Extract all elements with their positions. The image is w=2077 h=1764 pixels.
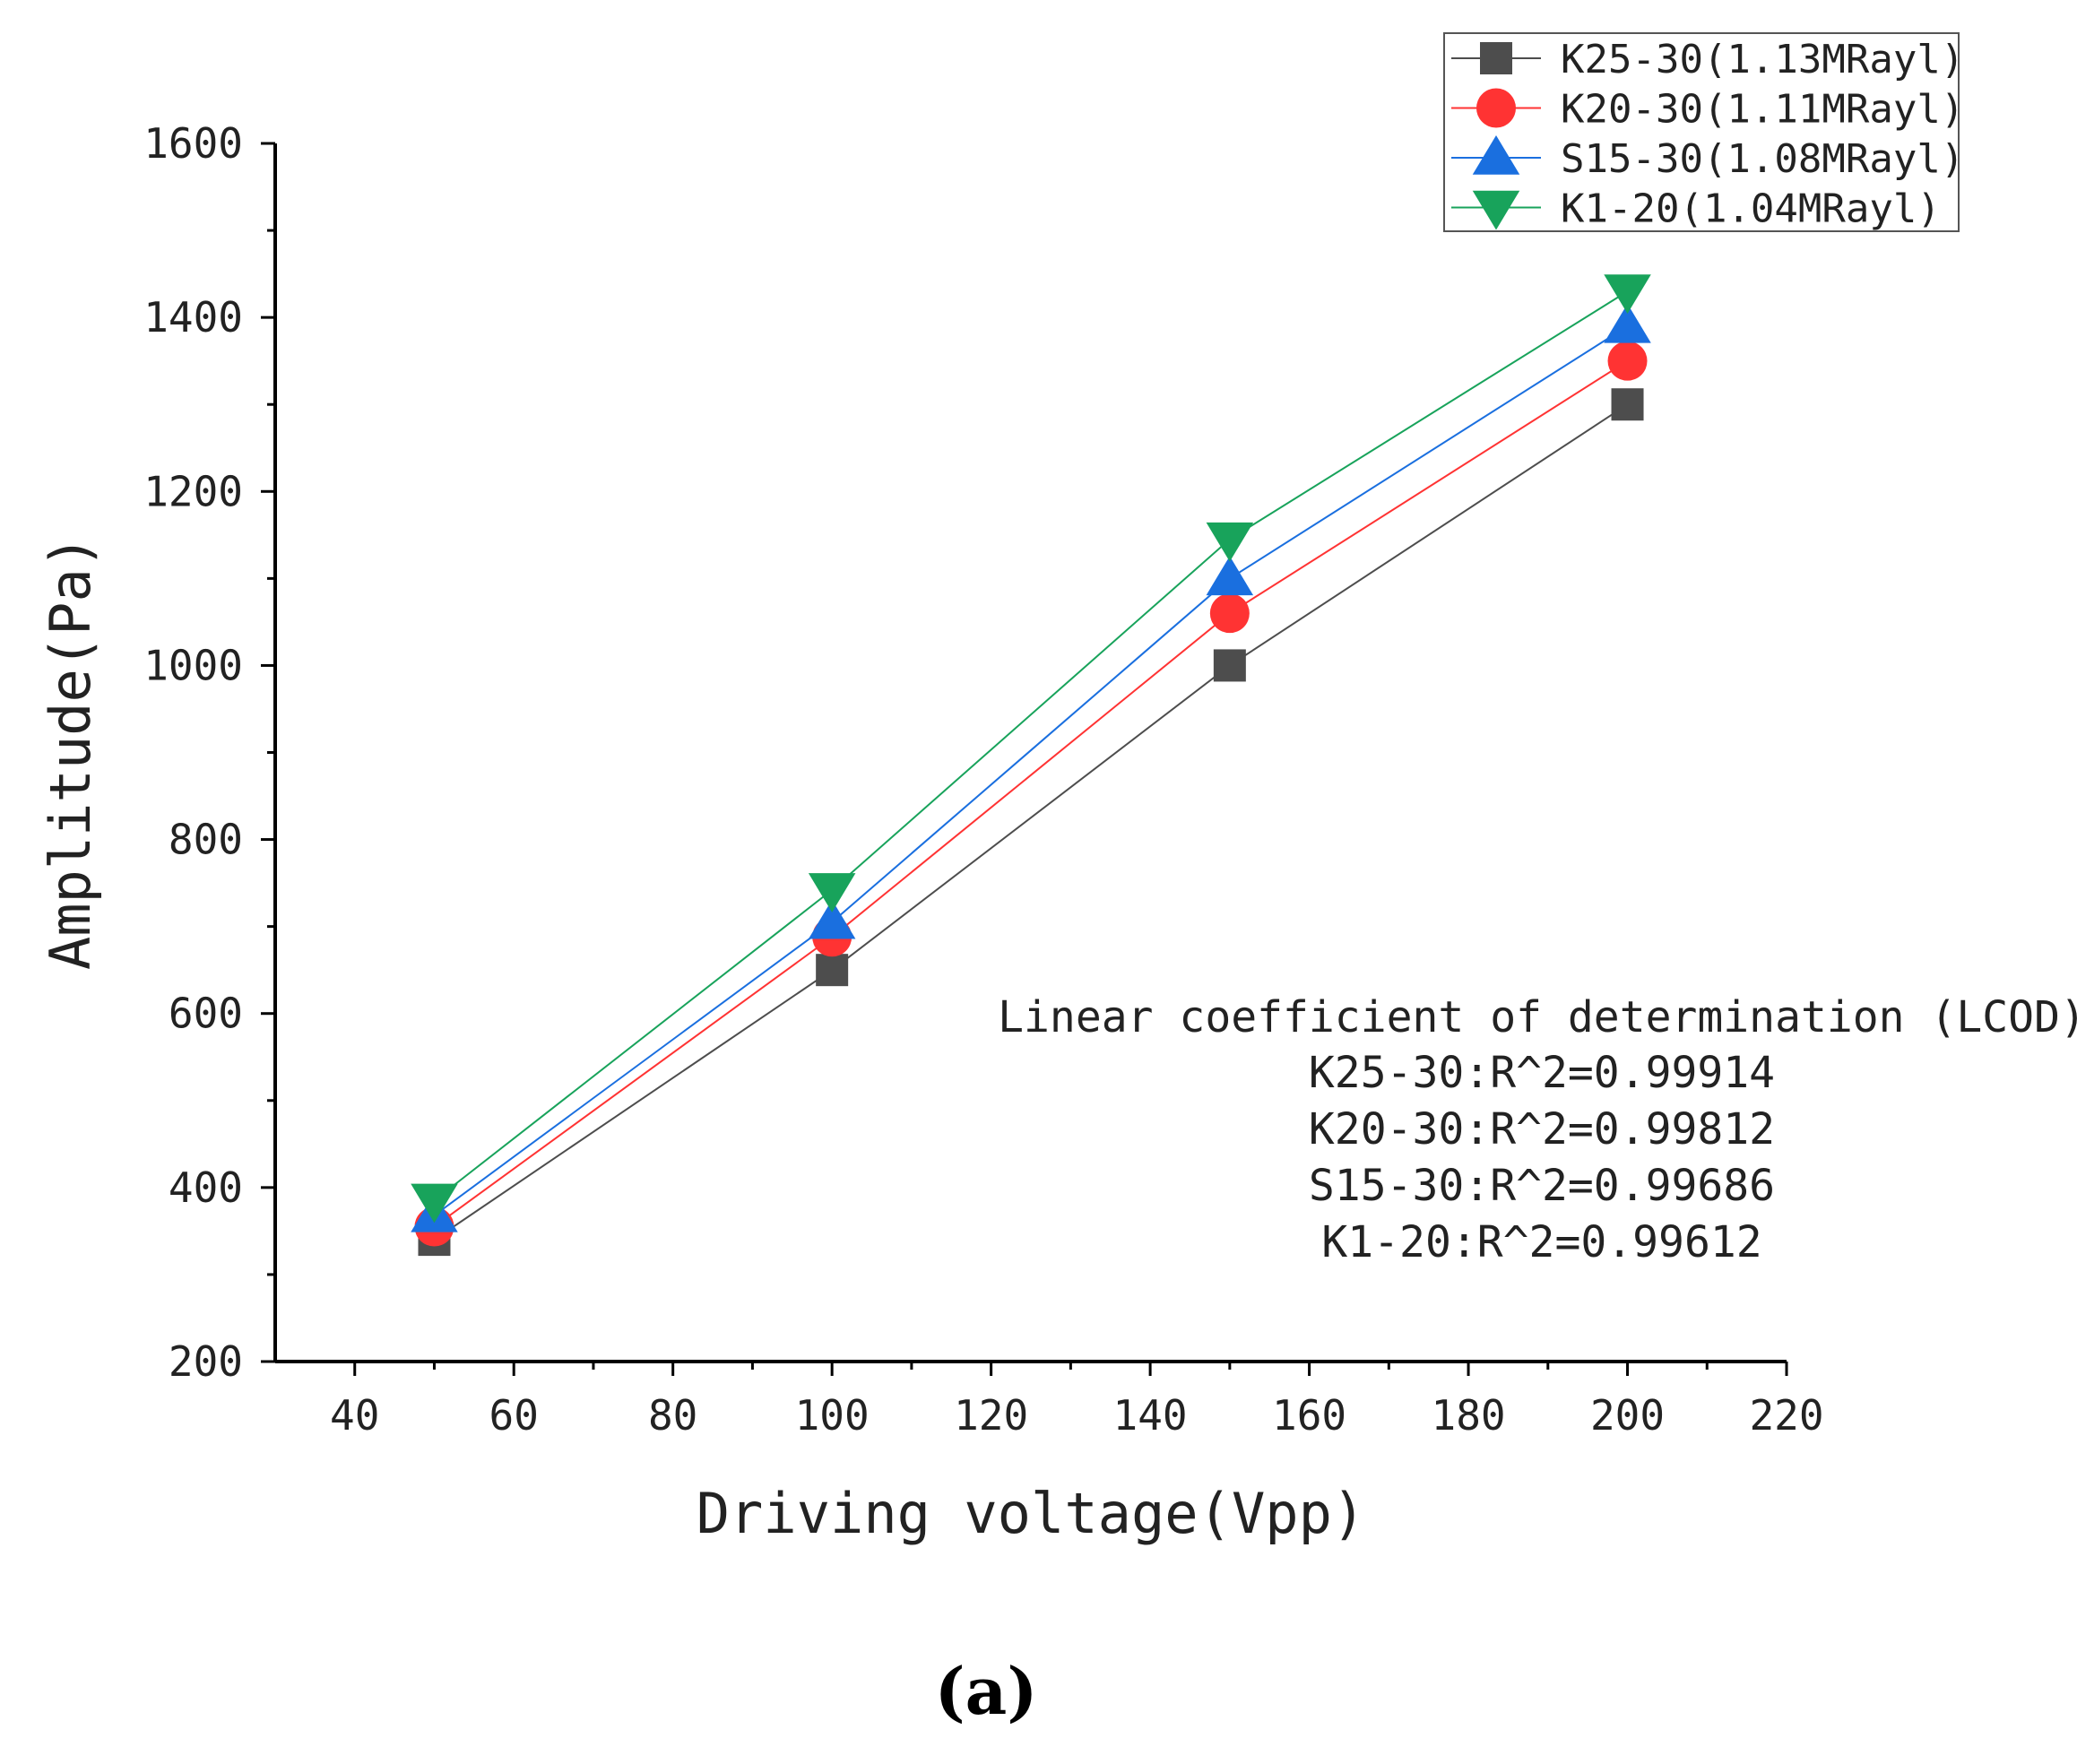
x-tick-label: 180 <box>1432 1391 1506 1440</box>
annotation-line: K20-30:R^2=0.99812 <box>1309 1104 1775 1154</box>
data-point-series-4 <box>411 1183 458 1224</box>
data-point-series-1 <box>1213 649 1246 682</box>
x-axis-title: Driving voltage(Vpp) <box>697 1481 1366 1546</box>
legend-marker <box>1472 190 1520 230</box>
series-line-3 <box>433 325 1629 1216</box>
data-point-series-2 <box>1607 341 1648 381</box>
series-line-1 <box>433 403 1629 1241</box>
legend-marker <box>1480 42 1512 74</box>
y-tick-label: 200 <box>169 1337 243 1386</box>
legend-marker <box>1472 135 1520 175</box>
y-tick-label: 800 <box>169 816 243 864</box>
annotation-title: Linear coefficient of determination (LCO… <box>998 992 2077 1042</box>
legend-marker <box>1476 88 1516 128</box>
y-tick-label: 600 <box>169 990 243 1038</box>
y-tick-label: 1000 <box>143 641 243 689</box>
x-tick-label: 220 <box>1749 1391 1823 1440</box>
y-tick-label: 1600 <box>143 119 243 168</box>
annotation-line: S15-30:R^2=0.99686 <box>1309 1161 1775 1211</box>
x-tick-label: 140 <box>1113 1391 1188 1440</box>
series-line-2 <box>433 359 1629 1228</box>
y-axis-title: Amplitude(Pa) <box>38 535 103 970</box>
annotation-line: K1-20:R^2=0.99612 <box>1321 1217 1761 1267</box>
series-line-4 <box>433 290 1629 1202</box>
axes: 40 60 80 100 120 140 160 180 200 220 200 400 600 800 1… <box>38 119 1824 1546</box>
data-point-series-3 <box>808 899 856 939</box>
legend-label: S15-30(1.08MRayl) <box>1561 136 1964 182</box>
y-tick-label: 1400 <box>143 293 243 342</box>
x-tick-label: 100 <box>795 1391 870 1440</box>
y-tick-label: 400 <box>169 1163 243 1212</box>
x-tick-label: 200 <box>1590 1391 1665 1440</box>
data-point-series-1 <box>1611 388 1644 421</box>
x-tick-label: 160 <box>1272 1391 1346 1440</box>
y-tick-label: 1200 <box>143 467 243 515</box>
x-tick-label: 60 <box>489 1391 539 1440</box>
data-point-series-4 <box>808 873 856 912</box>
data-point-series-3 <box>1206 556 1254 596</box>
x-tick-label: 80 <box>648 1391 697 1440</box>
fit-annotation: Linear coefficient of determination (LCO… <box>998 992 2077 1267</box>
x-tick-label: 120 <box>954 1391 1028 1440</box>
legend-label: K25-30(1.13MRayl) <box>1561 37 1964 82</box>
data-point-series-2 <box>1209 593 1250 634</box>
legend-label: K1-20(1.04MRayl) <box>1561 186 1941 232</box>
legend-label: K20-30(1.11MRayl) <box>1561 87 1964 133</box>
legend: K25-30(1.13MRayl) K20-30(1.11MRayl)S15-30… <box>1443 32 1964 232</box>
data-point-series-1 <box>816 954 849 987</box>
plot-series <box>411 274 1651 1257</box>
data-point-series-4 <box>1206 522 1254 562</box>
legend-box <box>1443 32 1960 232</box>
data-point-series-3 <box>1604 303 1651 343</box>
annotation-line: K25-30:R^2=0.99914 <box>1309 1048 1775 1098</box>
data-point-series-4 <box>1604 274 1651 315</box>
x-tick-label: 40 <box>330 1391 379 1440</box>
panel-label: (a) <box>935 1653 1038 1729</box>
